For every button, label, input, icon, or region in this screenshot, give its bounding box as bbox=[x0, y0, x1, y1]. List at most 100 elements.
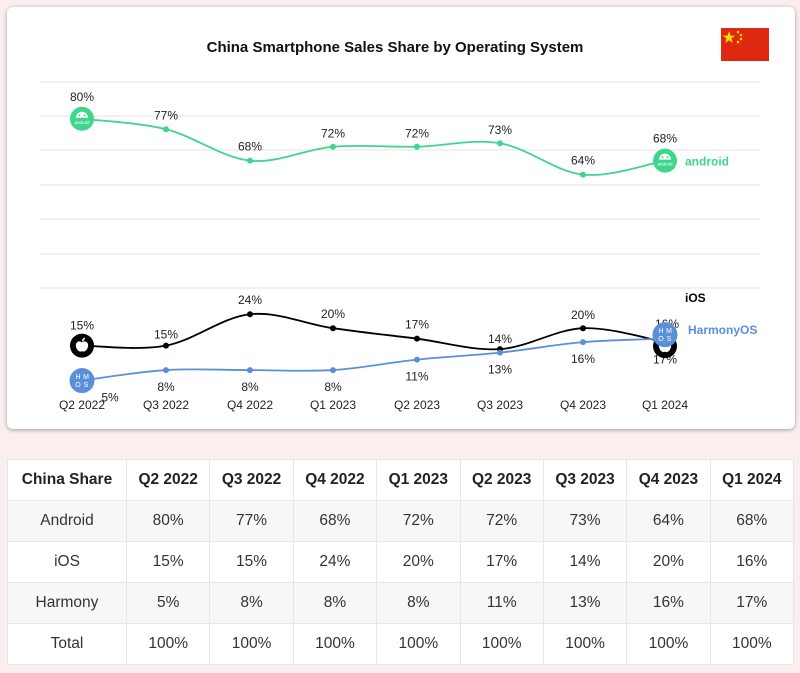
x-tick-label: Q4 2023 bbox=[560, 398, 606, 412]
share-table: China Share Q2 2022 Q3 2022 Q4 2022 Q1 2… bbox=[7, 459, 795, 665]
android-logo-icon: android bbox=[70, 106, 94, 131]
china-flag-icon bbox=[721, 28, 769, 61]
harmonyos-data-point bbox=[497, 349, 503, 356]
table-cell: 13% bbox=[542, 582, 628, 624]
table-header-cell: Q1 2023 bbox=[376, 459, 461, 501]
table-cell: 8% bbox=[376, 582, 461, 624]
harmonyos-data-point bbox=[163, 367, 169, 374]
table-header-cell: Q1 2024 bbox=[709, 459, 795, 501]
harmonyos-logo-icon: H MO S bbox=[69, 368, 95, 394]
android-series-name: android bbox=[685, 155, 729, 169]
android-data-point bbox=[580, 171, 586, 178]
table-cell: 72% bbox=[376, 500, 461, 542]
table-cell: 73% bbox=[542, 500, 628, 542]
ios-data-label: 20% bbox=[571, 308, 595, 322]
table-cell: 24% bbox=[292, 541, 378, 583]
ios-data-label: 14% bbox=[488, 332, 512, 346]
table-cell: Harmony bbox=[7, 582, 127, 624]
svg-text:M: M bbox=[666, 328, 672, 335]
table-cell: Total bbox=[7, 623, 127, 665]
android-data-label: 80% bbox=[70, 90, 94, 104]
table-row: Total 100% 100% 100% 100% 100% 100% 100%… bbox=[7, 623, 795, 665]
table-header-cell: Q2 2022 bbox=[125, 459, 211, 501]
table-header-cell: Q2 2023 bbox=[459, 459, 544, 501]
svg-text:O: O bbox=[75, 382, 81, 389]
svg-text:android: android bbox=[74, 120, 90, 125]
ios-data-label: 20% bbox=[321, 307, 345, 321]
table-cell: 20% bbox=[626, 541, 711, 583]
ios-series-name: iOS bbox=[685, 291, 706, 305]
ios-data-point bbox=[580, 325, 586, 332]
table-cell: 100% bbox=[125, 623, 211, 665]
android-series-line bbox=[81, 117, 666, 176]
line-chart: China Smartphone Sales Share by Operatin… bbox=[40, 39, 760, 412]
x-tick-label: Q4 2022 bbox=[227, 398, 273, 412]
android-data-label: 72% bbox=[405, 127, 429, 141]
table-cell: Android bbox=[7, 500, 127, 542]
table-header-cell: Q3 2022 bbox=[209, 459, 294, 501]
harmonyos-series-name: HarmonyOS bbox=[688, 323, 757, 337]
table-cell: 80% bbox=[125, 500, 211, 542]
svg-text:H: H bbox=[75, 374, 80, 381]
harmonyos-data-label: 8% bbox=[241, 380, 259, 394]
table-cell: 16% bbox=[709, 541, 795, 583]
ios-data-point bbox=[330, 325, 336, 332]
table-cell: 15% bbox=[125, 541, 211, 583]
harmonyos-data-label: 5% bbox=[101, 391, 119, 405]
svg-text:H: H bbox=[658, 328, 663, 335]
ios-data-label: 24% bbox=[238, 293, 262, 307]
table-cell: 68% bbox=[292, 500, 378, 542]
table-cell: 100% bbox=[709, 623, 795, 665]
table-row: Android 80% 77% 68% 72% 72% 73% 64% 68% bbox=[7, 500, 795, 542]
ios-data-label: 15% bbox=[154, 328, 178, 342]
table-cell: 5% bbox=[125, 582, 211, 624]
table-cell: 15% bbox=[209, 541, 294, 583]
chart-card bbox=[7, 7, 795, 429]
table-cell: 17% bbox=[709, 582, 795, 624]
table-cell: 8% bbox=[292, 582, 378, 624]
harmonyos-data-point bbox=[580, 339, 586, 346]
x-tick-label: Q3 2023 bbox=[477, 398, 523, 412]
android-data-label: 77% bbox=[154, 108, 178, 122]
svg-text:M: M bbox=[83, 374, 89, 381]
ios-data-point bbox=[414, 335, 420, 342]
table-cell: 8% bbox=[209, 582, 294, 624]
table-row: Harmony 5% 8% 8% 8% 11% 13% 16% 17% bbox=[7, 582, 795, 624]
table-cell: 100% bbox=[376, 623, 461, 665]
table-cell: 100% bbox=[292, 623, 378, 665]
table-header-row: China Share Q2 2022 Q3 2022 Q4 2022 Q1 2… bbox=[7, 459, 795, 501]
x-tick-label: Q2 2023 bbox=[394, 398, 440, 412]
x-tick-label: Q3 2022 bbox=[143, 398, 189, 412]
svg-text:S: S bbox=[667, 336, 672, 343]
table-header-cell: Q4 2022 bbox=[292, 459, 378, 501]
android-data-point bbox=[414, 143, 420, 150]
table-header-cell: China Share bbox=[7, 459, 127, 501]
table-cell: 64% bbox=[626, 500, 711, 542]
android-data-label: 72% bbox=[321, 127, 345, 141]
harmonyos-data-label: 8% bbox=[324, 380, 342, 394]
table-row: iOS 15% 15% 24% 20% 17% 14% 20% 16% bbox=[7, 541, 795, 583]
harmonyos-logo-icon: H MO S bbox=[652, 322, 678, 348]
table-cell: 20% bbox=[376, 541, 461, 583]
ios-data-point bbox=[247, 311, 253, 318]
android-data-point bbox=[247, 157, 253, 164]
svg-text:android: android bbox=[657, 162, 673, 167]
svg-text:S: S bbox=[84, 382, 89, 389]
apple-logo-icon bbox=[70, 333, 94, 358]
harmonyos-data-label: 16% bbox=[571, 352, 595, 366]
ios-data-label: 15% bbox=[70, 319, 94, 333]
table-cell: 68% bbox=[709, 500, 795, 542]
ios-data-label: 17% bbox=[405, 318, 429, 332]
table-cell: 100% bbox=[626, 623, 711, 665]
chart-title: China Smartphone Sales Share by Operatin… bbox=[207, 39, 584, 56]
ios-data-point bbox=[163, 342, 169, 349]
ios-series-line bbox=[81, 312, 666, 351]
harmonyos-data-label: 13% bbox=[488, 363, 512, 377]
harmonyos-data-point bbox=[414, 356, 420, 363]
android-data-point bbox=[163, 126, 169, 133]
table-cell: 16% bbox=[626, 582, 711, 624]
x-tick-label: Q1 2024 bbox=[642, 398, 688, 412]
x-tick-label: Q2 2022 bbox=[59, 398, 105, 412]
table-cell: 72% bbox=[459, 500, 544, 542]
android-data-point bbox=[330, 143, 336, 150]
